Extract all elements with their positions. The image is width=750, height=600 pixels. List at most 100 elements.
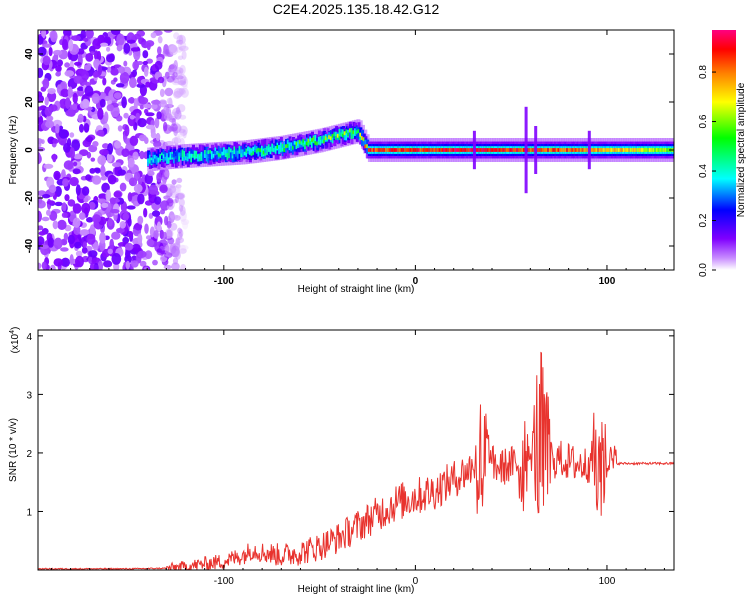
spectrogram-noise-cell [180,76,189,88]
spectrogram-ridge-cell [573,148,576,152]
spectrogram-ridge-cell [383,148,387,152]
spectrogram-noise-cell [60,88,70,98]
spectrogram-noise-cell [181,50,187,60]
spectrogram-ridge-cell [329,136,333,141]
spectrogram-ridge-cell [512,148,516,152]
spectrogram-ridge-cell [602,148,606,152]
spectrogram-noise-cell [137,233,143,244]
spectrogram-noise-cell [103,36,111,43]
spectrogram-ridge-cell [642,148,645,152]
spectrogram-ridge-cell [393,148,397,152]
spectrogram-ridge-cell [386,148,390,152]
spectrogram-noise-cell [170,123,178,132]
spectrogram-noise-cell [61,212,68,218]
spectrogram-ridge-cell [219,147,223,156]
spectrogram-noise-cell [107,217,113,227]
spectrogram-noise-cell [67,234,76,245]
spectrogram-ridge-cell [186,153,190,157]
spectrogram-ridge-cell [629,148,633,152]
spectrogram-noise-cell [169,64,175,70]
spectrogram-noise-cell [42,194,51,199]
spectrogram-noise-cell [106,46,111,52]
spectrogram-noise-cell [81,247,88,254]
spectrogram-ridge-cell [347,132,351,137]
spectrogram-ridge-cell [592,148,595,152]
spectrogram-noise-cell [63,160,74,170]
spectrogram-noise-cell [117,125,123,132]
spectrogram-ridge-cell [388,148,392,152]
spectrogram-noise-cell [173,135,181,144]
spectrogram-ridge-cell [342,133,345,138]
spectrogram-ridge-cell [554,148,558,152]
spectrogram-ridge-cell [598,148,602,152]
spectrogram-noise-cell [133,200,139,207]
spectrogram-panel: -100 0 100 -40 -20 0 20 40 Height of straight l… [8,29,675,295]
spectrogram-noise-cell [107,248,113,255]
spectrogram-ridge-cell [581,148,585,152]
spectrogram-noise-cell [113,92,122,99]
spectrogram-noise-cell [105,189,112,202]
spectrogram-ridge-cell [202,153,206,158]
spectrogram-noise-cell [155,132,161,142]
spectrogram-noise-cell [77,86,85,91]
spectrogram-ridge-cell [228,147,232,155]
spectrogram-ridge-cell [662,148,666,152]
spectrogram-ridge-cell [376,148,380,152]
spectrogram-noise-cell [148,212,154,219]
spectrogram-noise-cell [180,218,190,226]
spectrogram-ridge-cell [516,148,520,152]
spectrogram-noise-cell [178,229,184,238]
spectrogram-ridge-cell [245,148,249,157]
spectrogram-noise-cell [116,44,123,52]
spectrogram-noise-cell [178,35,184,46]
spectrogram-ridge-cell [204,150,208,154]
spectrogram-ridge-cell [300,141,304,146]
spectrogram-noise-cell [92,214,101,224]
spectrogram-ridge-cell [205,153,209,162]
spectrogram-noise-cell [166,97,172,104]
spectrogram-noise-cell [42,77,50,89]
spectrogram-ridge-cell [243,151,247,156]
spectrogram-noise-cell [40,244,49,249]
spectrogram-noise-cell [116,227,125,234]
y-tick-label: -40 [24,238,35,253]
spectrogram-ridge-cell [457,148,461,152]
colorbar-tick-label: 0.0 [698,263,709,277]
spectrogram-noise-cell [58,129,69,139]
spectrogram-ridge-cell [311,140,314,148]
spectrogram-ridge-cell [623,148,626,152]
spectrogram-ridge-cell [605,148,609,152]
spectrogram-noise-cell [153,230,159,239]
spectrogram-ridge-cell [233,150,237,154]
spectrogram-ridge-cell [500,148,504,152]
spectrogram-ridge-cell [616,148,620,152]
spectrogram-noise-cell [55,123,60,134]
y-tick-label: -20 [24,190,35,205]
spectrogram-ridge-cell [485,148,489,152]
spectrogram-ridge-cell [511,148,514,152]
spectrogram-ridge-cell [352,130,356,135]
spectrogram-noise-cell [52,119,63,127]
spectrogram-noise-cell [90,157,96,162]
spectrogram-noise-cell [146,42,151,51]
spectrogram-noise-cell [145,124,155,130]
spectrogram-ridge-cell [350,131,354,139]
spectrogram-noise-cell [88,201,96,210]
spectrogram-noise-cell [69,254,74,266]
spectrogram-ridge-cell [307,139,311,147]
spectrogram-noise-cell [63,30,72,37]
spectrogram-ridge-cell [200,151,204,156]
spectrogram-noise-cell [160,209,165,215]
spectrogram-noise-cell [74,241,82,249]
spectrogram-noise-cell [157,46,162,55]
spectrogram-ridge-cell [255,148,259,153]
x-tick-label: 0 [413,576,419,587]
spectrogram-noise-cell [38,35,44,45]
spectrogram-noise-cell [163,264,172,270]
spectrogram-noise-cell [164,71,170,80]
y-tick-label: 0 [24,147,35,153]
spectrogram-ridge-cell [178,154,182,162]
spectrogram-ridge-cell [385,148,389,152]
spectrogram-ridge-cell [652,148,656,152]
spectrogram-ridge-cell [243,147,247,156]
